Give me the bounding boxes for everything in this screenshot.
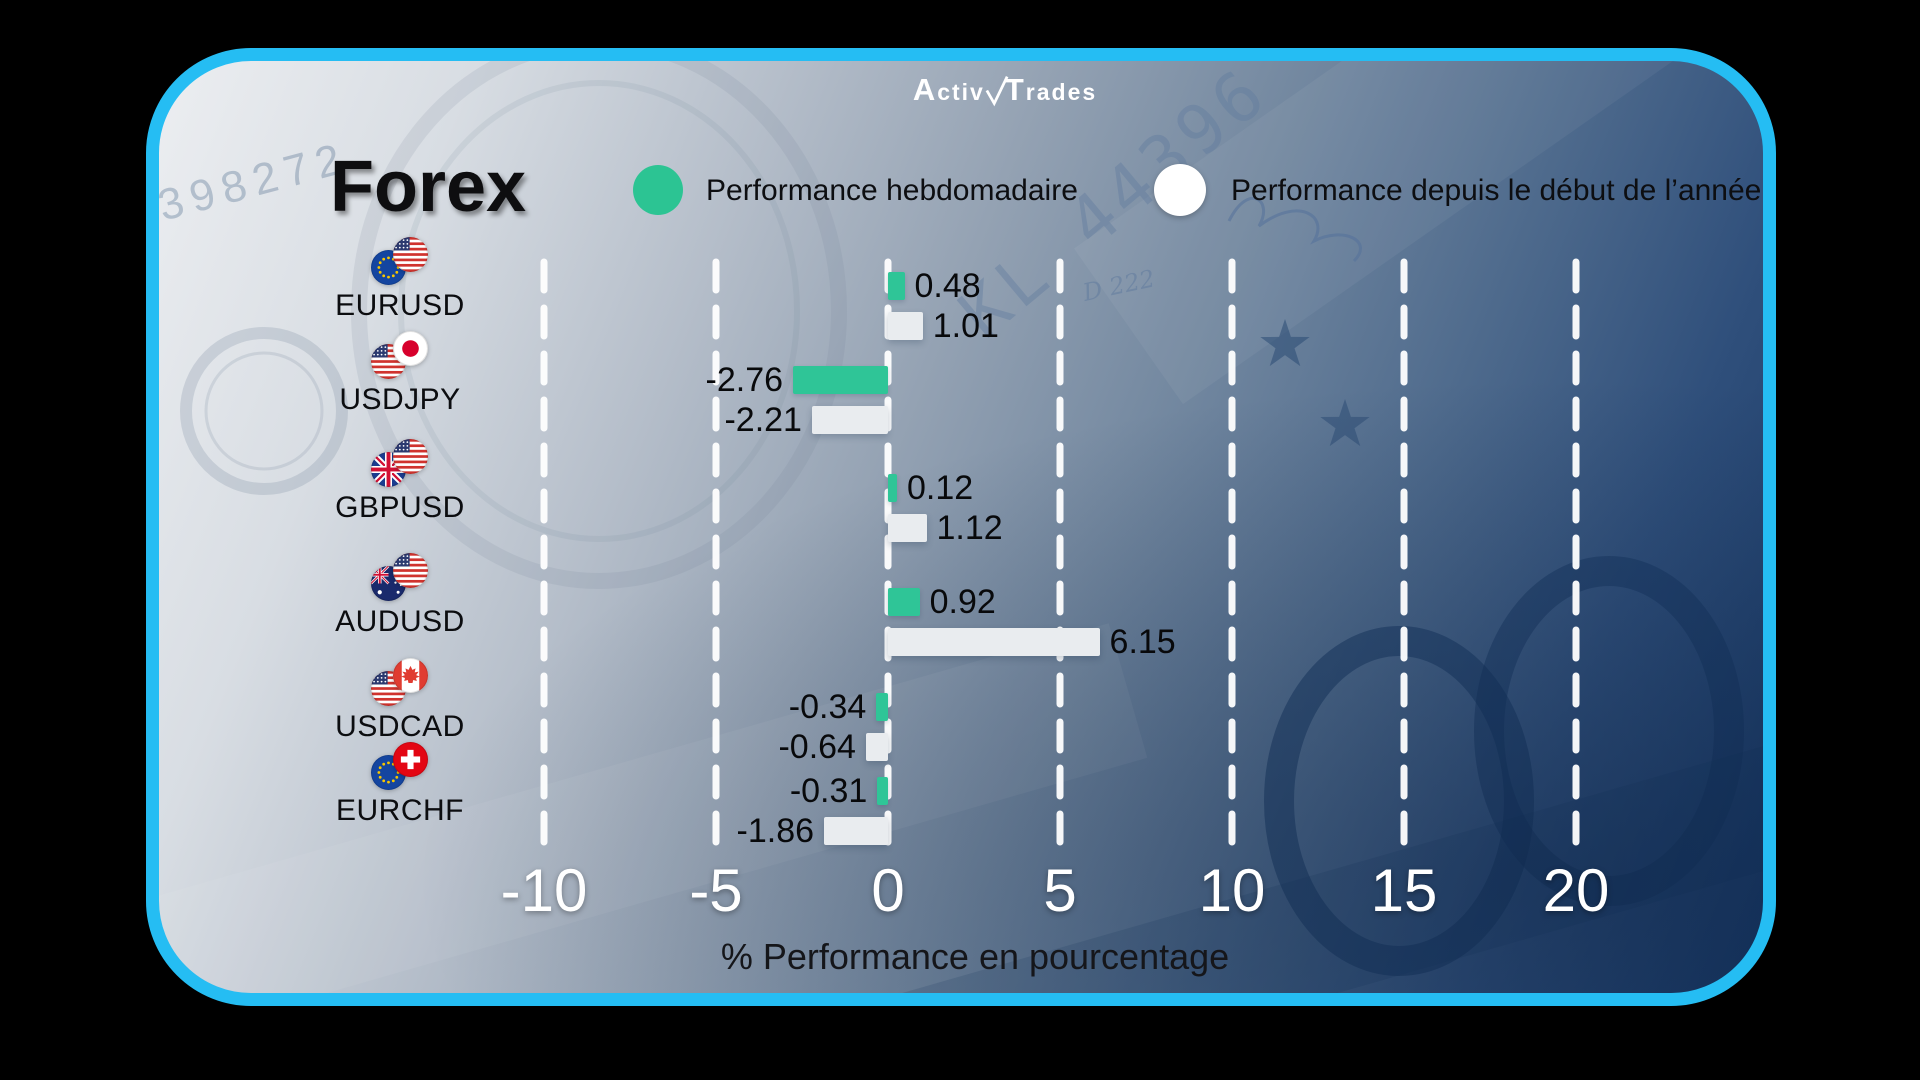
x-tick-label-15: 15 xyxy=(1370,857,1438,924)
x-tick-label--5: -5 xyxy=(689,857,743,924)
value-weekly-usdjpy: -2.76 xyxy=(705,361,784,399)
legend-ytd-dot xyxy=(1154,164,1206,216)
flag-pair-audusd xyxy=(371,553,431,603)
value-weekly-eurusd: 0.48 xyxy=(914,267,981,305)
legend-weekly-dot xyxy=(633,165,683,215)
flag-ch-icon xyxy=(393,742,428,777)
x-tick-label-0: 0 xyxy=(871,857,905,924)
bar-weekly-eurusd xyxy=(888,272,905,300)
flag-jp-icon xyxy=(393,331,428,366)
value-weekly-usdcad: -0.34 xyxy=(788,688,867,726)
bar-weekly-gbpusd xyxy=(888,474,897,502)
value-ytd-audusd: 6.15 xyxy=(1109,623,1176,661)
bar-weekly-eurchf xyxy=(877,777,888,805)
chart-title: Forex xyxy=(330,147,527,227)
value-ytd-usdcad: -0.64 xyxy=(778,728,856,766)
value-weekly-gbpusd: 0.12 xyxy=(907,469,974,507)
bar-weekly-audusd xyxy=(888,588,920,616)
value-ytd-gbpusd: 1.12 xyxy=(936,509,1003,547)
flag-ca-icon xyxy=(393,658,428,693)
x-axis-title: % Performance en pourcentage xyxy=(720,936,1230,977)
bar-ytd-eurchf xyxy=(824,817,888,845)
legend-ytd-label: Performance depuis le début de l’année xyxy=(1231,174,1762,207)
x-tick-label-5: 5 xyxy=(1043,857,1077,924)
bar-ytd-usdcad xyxy=(865,733,888,761)
bar-ytd-audusd xyxy=(888,628,1100,656)
activtrades-logo: Activ Trades xyxy=(840,74,1170,107)
flag-pair-usdjpy xyxy=(371,331,431,381)
x-tick-label-20: 20 xyxy=(1542,857,1610,924)
value-weekly-eurchf: -0.31 xyxy=(789,772,868,810)
pair-label-eurchf: EURCHF xyxy=(336,794,464,827)
x-tick-label--10: -10 xyxy=(500,857,588,924)
logo-text-trades: Trades xyxy=(1004,72,1098,107)
flag-us-icon xyxy=(393,439,428,474)
value-ytd-usdjpy: -2.21 xyxy=(724,401,802,439)
flag-us-icon xyxy=(393,237,428,272)
legend-weekly-label: Performance hebdomadaire xyxy=(706,174,1078,207)
x-tick-label-10: 10 xyxy=(1198,857,1266,924)
bar-ytd-eurusd xyxy=(888,312,923,340)
pair-label-gbpusd: GBPUSD xyxy=(335,491,465,524)
pair-label-eurusd: EURUSD xyxy=(335,289,465,322)
flag-pair-usdcad xyxy=(371,658,431,708)
flag-pair-eurusd xyxy=(371,237,431,287)
flag-us-icon xyxy=(393,553,428,588)
bar-weekly-usdjpy xyxy=(793,366,888,394)
flag-us-icon xyxy=(371,344,406,379)
bar-ytd-usdjpy xyxy=(811,406,888,434)
flag-pair-eurchf xyxy=(371,742,431,792)
pair-label-usdjpy: USDJPY xyxy=(339,383,461,416)
flag-pair-gbpusd xyxy=(371,439,431,489)
bar-ytd-gbpusd xyxy=(888,514,927,542)
panel-shading xyxy=(159,61,1763,993)
pair-label-usdcad: USDCAD xyxy=(335,710,465,743)
value-weekly-audusd: 0.92 xyxy=(929,583,996,621)
bar-weekly-usdcad xyxy=(876,693,888,721)
logo-text-activ: Activ xyxy=(912,72,985,107)
logo-check-icon xyxy=(985,76,1009,107)
value-ytd-eurchf: -1.86 xyxy=(736,812,815,850)
pair-label-audusd: AUDUSD xyxy=(335,605,465,638)
value-ytd-eurusd: 1.01 xyxy=(932,307,999,345)
